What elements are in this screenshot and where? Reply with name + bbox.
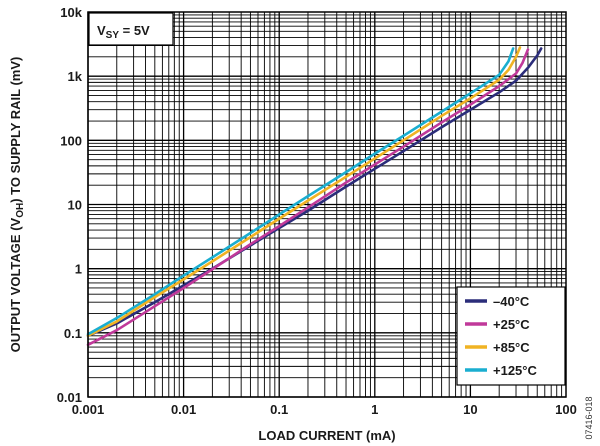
annotation-v: V <box>97 23 106 38</box>
y-axis-label-part1: OUTPUT VOLTAGE (V <box>8 217 23 352</box>
y-axis-label: OUTPUT VOLTAGE (VOH) TO SUPPLY RAIL (mV) <box>8 57 26 353</box>
annotation-box <box>88 12 174 46</box>
figure-id: 07416-018 <box>584 396 594 439</box>
annotation-value: = 5V <box>119 23 150 38</box>
legend-label: +125°C <box>493 363 537 378</box>
plot-frame <box>87 11 567 398</box>
legend: –40°C +25°C +85°C +125°C <box>456 286 566 386</box>
y-tick-label: 0.1 <box>64 326 82 341</box>
y-tick-label: 10k <box>60 5 82 20</box>
x-tick-label: 100 <box>555 402 577 417</box>
y-axis-label-subscript: OH <box>15 203 26 218</box>
x-tick-label: 10 <box>463 402 477 417</box>
y-tick-label: 1k <box>68 69 83 84</box>
x-tick-label: 0.1 <box>270 402 288 417</box>
y-tick-label: 0.01 <box>57 390 82 405</box>
annotation-subscript: SY <box>106 30 120 41</box>
y-tick-labels: 0.01 0.1 1 10 100 1k 10k <box>57 5 83 405</box>
series-line-0 <box>86 47 543 338</box>
x-tick-label: 0.01 <box>171 402 196 417</box>
annotation-text: VSY = 5V <box>97 23 150 41</box>
x-tick-labels: 0.001 0.01 0.1 1 10 100 <box>72 402 577 417</box>
series-line-3 <box>86 47 515 336</box>
series-line-2 <box>86 46 522 338</box>
y-axis-label-part2: ) TO SUPPLY RAIL (mV) <box>8 57 23 203</box>
supply-voltage-annotation: VSY = 5V <box>88 12 174 46</box>
legend-label: +25°C <box>493 317 530 332</box>
y-tick-label: 10 <box>68 198 82 213</box>
legend-label: –40°C <box>493 294 530 309</box>
x-tick-label: 0.001 <box>72 402 105 417</box>
x-tick-label: 1 <box>371 402 378 417</box>
y-tick-label: 1 <box>75 262 82 277</box>
series-line-1 <box>86 48 530 347</box>
y-tick-label: 100 <box>60 133 82 148</box>
x-axis-label: LOAD CURRENT (mA) <box>258 428 395 443</box>
series-group <box>86 46 543 347</box>
legend-label: +85°C <box>493 340 530 355</box>
